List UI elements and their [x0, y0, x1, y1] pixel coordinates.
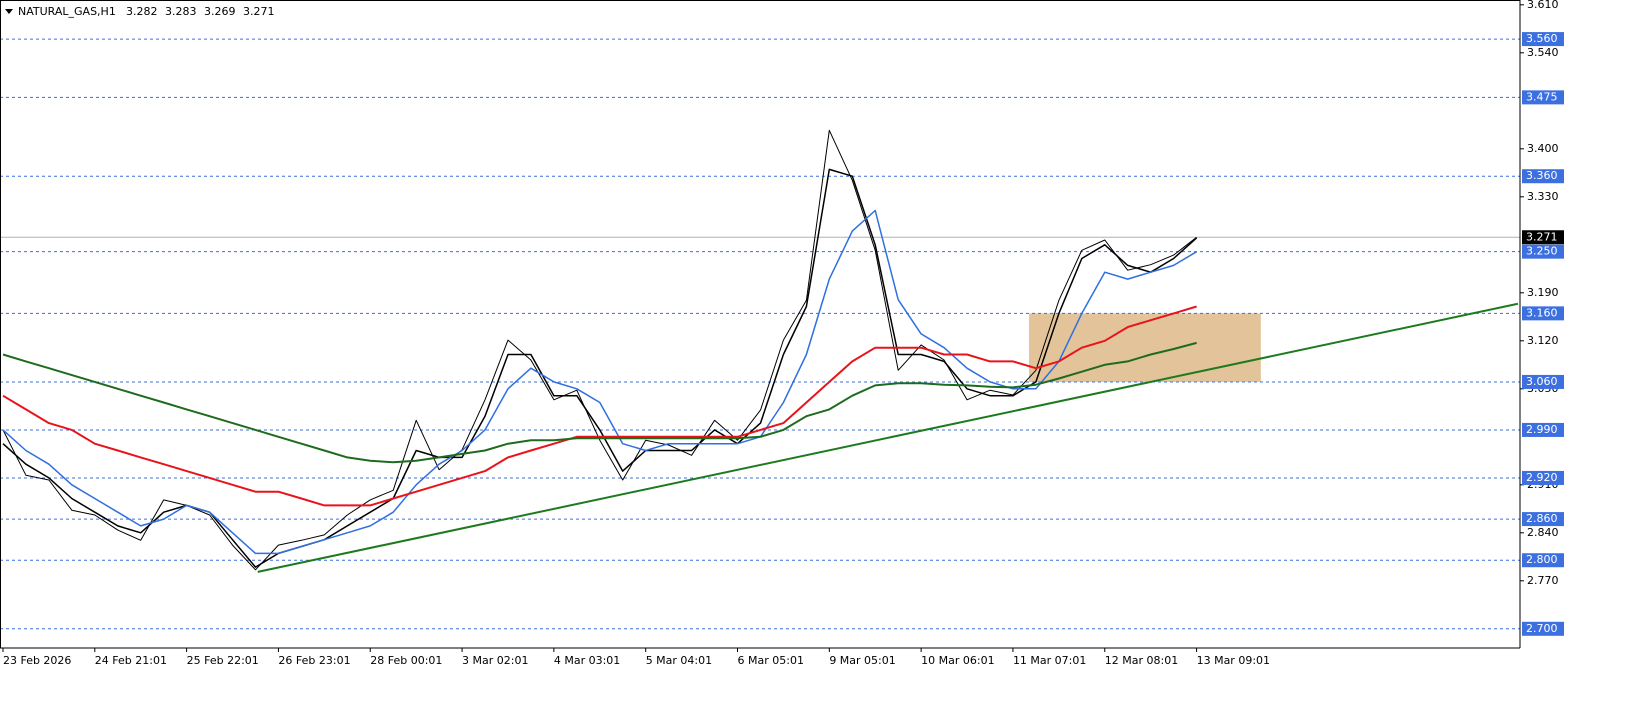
y-tick-label: 3.540	[1527, 46, 1559, 59]
chart-title: NATURAL_GAS,H1	[18, 5, 116, 18]
level-label: 3.360	[1526, 169, 1558, 182]
level-label-box	[1522, 512, 1564, 527]
level-label-box	[1522, 621, 1564, 636]
level-label-box	[1522, 470, 1564, 485]
x-tick-label: 28 Feb 00:01	[370, 654, 442, 667]
trendline	[257, 302, 1519, 573]
x-tick-label: 13 Mar 09:01	[1197, 654, 1270, 667]
current-price-box	[1522, 230, 1564, 245]
last-close: 3.271	[243, 5, 275, 18]
level-label: 2.700	[1526, 622, 1558, 635]
x-tick-label: 24 Feb 21:01	[95, 654, 167, 667]
level-label-box	[1522, 90, 1564, 105]
x-tick-label: 23 Feb 2026	[3, 654, 71, 667]
level-label-box	[1522, 374, 1564, 389]
zone	[1029, 313, 1261, 382]
x-tick-label: 4 Mar 03:01	[554, 654, 620, 667]
level-label-box	[1522, 306, 1564, 321]
y-tick-label: 3.610	[1527, 0, 1559, 11]
x-tick-label: 10 Mar 06:01	[921, 654, 994, 667]
level-label: 3.060	[1526, 375, 1558, 388]
x-tick-label: 6 Mar 05:01	[738, 654, 804, 667]
level-label: 2.860	[1526, 512, 1558, 525]
x-tick-label: 12 Mar 08:01	[1105, 654, 1178, 667]
series-line	[2, 209, 1197, 555]
x-tick-label: 25 Feb 22:01	[187, 654, 259, 667]
y-tick-label: 3.400	[1527, 142, 1559, 155]
level-label-box	[1522, 553, 1564, 568]
x-tick-label: 5 Mar 04:01	[646, 654, 712, 667]
level-label: 3.560	[1526, 32, 1558, 45]
y-tick-label: 2.840	[1527, 526, 1559, 539]
x-tick-label: 9 Mar 05:01	[829, 654, 895, 667]
series-line	[2, 305, 1197, 507]
y-tick-label: 3.190	[1527, 286, 1559, 299]
last-open: 3.282	[126, 5, 158, 18]
series-line	[2, 129, 1197, 571]
y-tick-label: 3.330	[1527, 190, 1559, 203]
level-label-box	[1522, 32, 1564, 47]
x-tick-label: 11 Mar 07:01	[1013, 654, 1086, 667]
y-tick-label: 2.770	[1527, 574, 1559, 587]
level-label-box	[1522, 422, 1564, 437]
level-label-box	[1522, 244, 1564, 259]
level-label: 2.990	[1526, 423, 1558, 436]
level-label: 3.160	[1526, 306, 1558, 319]
y-tick-label: 3.120	[1527, 334, 1559, 347]
level-label: 2.800	[1526, 553, 1558, 566]
series-line	[2, 341, 1197, 464]
plot-area	[0, 38, 1520, 630]
level-label: 3.250	[1526, 245, 1558, 258]
x-tick-label: 3 Mar 02:01	[462, 654, 528, 667]
last-high: 3.283	[165, 5, 197, 18]
x-tick-label: 26 Feb 23:01	[278, 654, 350, 667]
last-low: 3.269	[204, 5, 236, 18]
level-label: 3.475	[1526, 90, 1558, 103]
menu-arrow	[5, 9, 13, 14]
current-price-label: 3.271	[1526, 230, 1558, 243]
level-label-box	[1522, 169, 1564, 184]
level-label: 2.920	[1526, 471, 1558, 484]
